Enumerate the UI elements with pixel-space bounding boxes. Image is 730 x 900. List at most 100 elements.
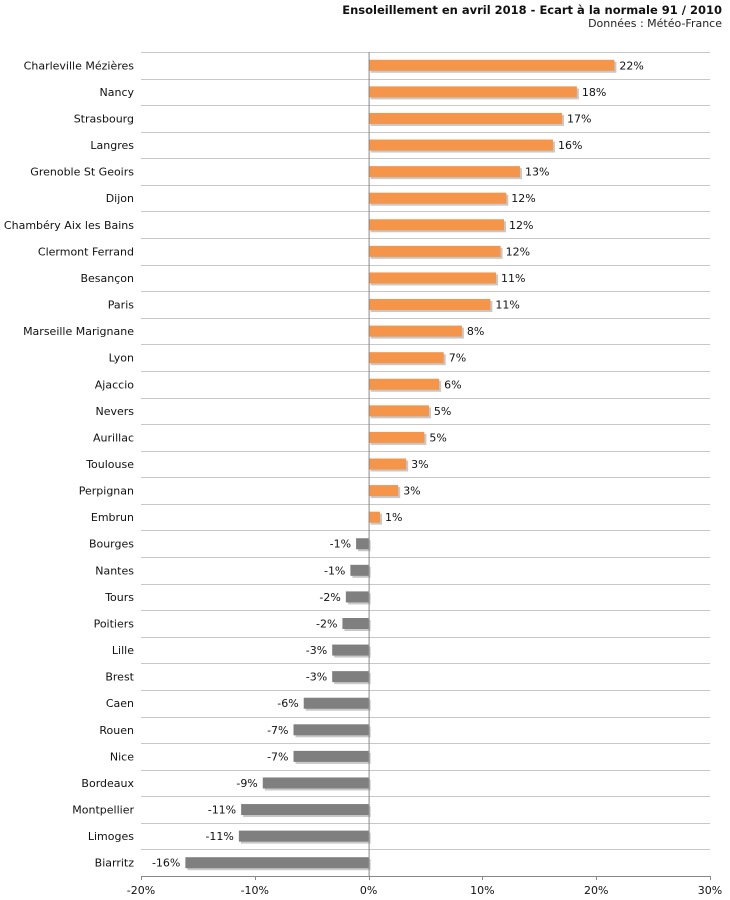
category-label: Nevers [95, 405, 134, 418]
bar [368, 431, 425, 443]
category-label: Rouen [99, 724, 134, 737]
bar [356, 538, 369, 550]
bar [368, 458, 407, 470]
x-tick-label: -10% [241, 884, 269, 897]
category-label: Embrun [91, 511, 134, 524]
x-tick-label: 10% [470, 884, 494, 897]
category-label: Besançon [80, 272, 134, 285]
x-tick-label: 0% [360, 884, 377, 897]
bar [368, 272, 497, 284]
data-label: -1% [324, 564, 345, 577]
category-label: Dijon [106, 192, 134, 205]
bar [368, 378, 440, 390]
category-label: Aurillac [93, 431, 134, 444]
bar [368, 192, 507, 204]
category-label: Lille [112, 644, 134, 657]
data-label: 1% [385, 511, 402, 524]
data-label: -16% [152, 857, 180, 870]
x-tick-label: 30% [698, 884, 722, 897]
bar [345, 591, 369, 603]
bar [368, 139, 553, 151]
data-label: 6% [444, 378, 461, 391]
bar [238, 830, 369, 842]
data-label: 8% [467, 325, 484, 338]
data-label: 13% [525, 166, 549, 179]
category-label: Caen [106, 697, 134, 710]
bar [241, 804, 369, 816]
data-label: 22% [619, 59, 643, 72]
data-label: 16% [558, 139, 582, 152]
bar [368, 485, 399, 497]
data-label: -2% [319, 591, 340, 604]
category-label: Clermont Ferrand [38, 245, 134, 258]
bar [262, 777, 369, 789]
data-label: 18% [582, 86, 606, 99]
category-label: Perpignan [79, 485, 134, 498]
bar [368, 86, 577, 98]
bar [350, 564, 369, 576]
data-label: -1% [330, 538, 351, 551]
data-label: -3% [306, 671, 327, 684]
bar [332, 644, 369, 656]
data-label: 11% [495, 299, 519, 312]
bar [368, 511, 380, 523]
category-label: Toulouse [85, 458, 134, 471]
bar [368, 405, 429, 417]
data-label: 12% [506, 245, 530, 258]
bar [303, 697, 369, 709]
category-label: Lyon [109, 352, 134, 365]
data-label: 3% [403, 485, 420, 498]
chart-subtitle: Données : Météo-France [588, 17, 722, 30]
bar [368, 112, 563, 124]
data-label: -7% [267, 724, 288, 737]
data-label: 12% [511, 192, 535, 205]
data-label: -7% [267, 750, 288, 763]
category-label: Nice [110, 750, 134, 763]
bar [368, 245, 501, 257]
bar [368, 166, 520, 178]
data-label: -6% [277, 697, 298, 710]
category-label: Tours [104, 591, 134, 604]
category-label: Bourges [89, 538, 134, 551]
category-label: Poitiers [94, 617, 135, 630]
data-label: 7% [449, 352, 466, 365]
chart-title: Ensoleillement en avril 2018 - Ecart à l… [342, 3, 722, 17]
category-label: Biarritz [95, 857, 135, 870]
data-label: 5% [429, 431, 446, 444]
category-label: Paris [108, 299, 134, 312]
category-label: Grenoble St Geoirs [30, 166, 134, 179]
data-label: 12% [509, 219, 533, 232]
category-label: Marseille Marignane [23, 325, 134, 338]
category-label: Brest [105, 671, 134, 684]
data-label: 3% [411, 458, 428, 471]
data-label: 11% [501, 272, 525, 285]
category-label: Nancy [100, 86, 135, 99]
category-label: Bordeaux [81, 777, 134, 790]
bar [368, 325, 462, 337]
category-label: Montpellier [72, 804, 134, 817]
bar [368, 59, 615, 71]
category-label: Strasbourg [74, 112, 134, 125]
data-label: -11% [205, 830, 233, 843]
bar [368, 352, 444, 364]
bar [185, 857, 369, 869]
bar [368, 299, 491, 311]
category-label: Charleville Mézières [24, 59, 135, 72]
bar [293, 750, 369, 762]
bar [342, 617, 369, 629]
bar [368, 219, 505, 231]
data-label: -3% [306, 644, 327, 657]
category-label: Limoges [88, 830, 134, 843]
x-tick-label: -20% [127, 884, 155, 897]
category-label: Ajaccio [95, 378, 134, 391]
data-label: 5% [434, 405, 451, 418]
category-label: Langres [90, 139, 134, 152]
category-label: Nantes [95, 564, 134, 577]
data-label: 17% [567, 112, 591, 125]
data-label: -11% [208, 804, 236, 817]
data-label: -2% [316, 617, 337, 630]
bar [332, 671, 369, 683]
bar [293, 724, 369, 736]
x-tick-label: 20% [584, 884, 608, 897]
